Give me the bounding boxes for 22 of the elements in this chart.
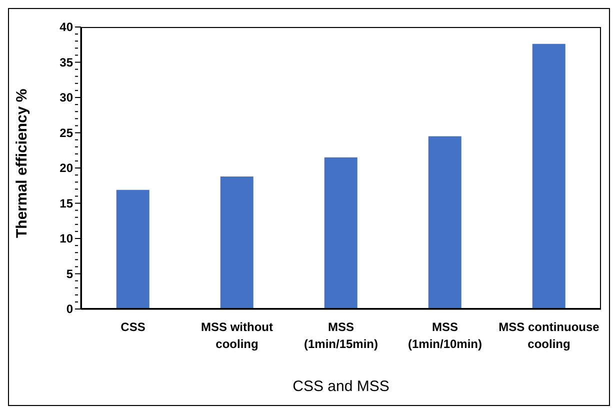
y-tick-label: 10 — [60, 232, 74, 246]
x-tick-label: MSS (1min/15min) — [304, 320, 378, 351]
bar — [532, 44, 566, 309]
x-tick-label: MSS without cooling — [201, 320, 273, 351]
y-tick-label: 30 — [60, 90, 74, 104]
y-axis-title: Thermal efficiency % — [13, 88, 30, 238]
x-tick-label: MSS (1min/10min) — [408, 320, 482, 351]
y-tick-label: 0 — [66, 302, 74, 316]
y-tick-label: 15 — [60, 196, 74, 210]
y-tick-label: 20 — [60, 161, 74, 175]
y-tick-label: 40 — [60, 20, 74, 34]
chart-frame: CSS MSS without cooling MSS (1min/15min) MSS (1min/10min) MSS continuouse cooling CSS and MSS 0 5 10 15 20 25 30 35 40 Thermal efficiency % — [8, 8, 610, 406]
y-tick-label: 35 — [60, 55, 74, 70]
x-tick-label: CSS — [120, 320, 146, 334]
bar — [428, 136, 462, 309]
x-axis-title: CSS and MSS — [292, 378, 390, 395]
bar — [116, 190, 150, 309]
bar — [220, 176, 254, 309]
y-tick-label: 25 — [60, 126, 74, 140]
x-tick-label: MSS continuouse cooling — [498, 320, 600, 351]
bar — [324, 157, 358, 309]
y-tick-label: 5 — [66, 266, 74, 281]
